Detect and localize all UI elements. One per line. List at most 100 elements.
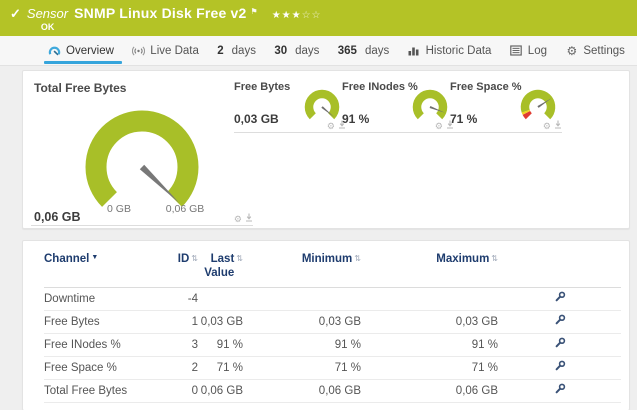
channel-gear-icon[interactable]: ⚙ (542, 121, 551, 131)
edit-channel-icon[interactable] (554, 360, 566, 375)
tab-365-days-number: 365 (337, 44, 357, 57)
gauge-value: 0,03 GB (234, 112, 279, 126)
table-row-free-space: Free Space % 2 71 % 71 % 71 % (44, 357, 621, 380)
channel-id: 2 (191, 361, 198, 374)
column-header-id[interactable]: ID ⇅ (177, 253, 198, 265)
sensor-kind-label: Sensor (26, 6, 69, 21)
tab-overview-label: Overview (66, 44, 114, 57)
channel-id: 0 (191, 384, 198, 397)
sensor-title: SNMP Linux Disk Free v2 (74, 5, 247, 21)
edit-channel-icon[interactable] (554, 383, 566, 398)
channel-maximum: 0,06 GB (455, 384, 498, 397)
sort-icon: ⇅ (236, 254, 243, 263)
column-header-minimum[interactable]: Minimum ⇅ (301, 253, 361, 265)
channel-gear-icon[interactable]: ⚙ (434, 121, 443, 131)
channel-name: Total Free Bytes (44, 384, 128, 397)
channel-last-value: 71 % (216, 361, 243, 374)
table-row-free-inodes: Free INodes % 3 91 % 91 % 91 % (44, 334, 621, 357)
channel-name: Free INodes % (44, 338, 121, 351)
pin-icon[interactable] (338, 120, 346, 131)
sort-icon: ⇅ (191, 254, 198, 263)
gauge-value: 91 % (342, 112, 370, 126)
free-bytes-gauge (304, 89, 340, 120)
gauge-value: 71 % (450, 112, 478, 126)
gauge-title: Free INodes % (342, 81, 418, 93)
edit-channel-icon[interactable] (554, 291, 566, 306)
total-free-bytes-gauge (85, 110, 199, 207)
channel-maximum: 91 % (471, 338, 498, 351)
gear-icon: ⚙ (566, 43, 578, 58)
sort-icon: ⇅ (491, 254, 498, 263)
tab-365-days[interactable]: 365 days (336, 36, 391, 65)
sensor-status-text: OK (40, 22, 55, 32)
channel-gear-icon[interactable]: ⚙ (233, 214, 242, 224)
gauge-icon (48, 45, 61, 57)
channel-name: Free Space % (44, 361, 117, 374)
gauge-footer: ⚙ (342, 119, 454, 133)
tab-live-data-label: Live Data (150, 44, 199, 57)
channel-last-value: 0,06 GB (200, 384, 243, 397)
tab-overview[interactable]: Overview (44, 36, 122, 65)
tab-historic-data[interactable]: Historic Data (406, 36, 494, 65)
tab-bar: Overview Live Data 2 days 30 days 365 da… (0, 36, 637, 66)
column-header-maximum[interactable]: Maximum ⇅ (436, 253, 498, 265)
gauge-title: Free Bytes (234, 81, 291, 93)
gauge-tile-free-bytes: Free Bytes 0,03 GB ⚙ (234, 79, 346, 133)
channel-table-panel: Channel ▼ ID ⇅ Last Value ⇅ Minimum ⇅ Ma… (22, 240, 630, 410)
channel-last-value: 0,03 GB (200, 315, 243, 328)
tab-30-days[interactable]: 30 days (272, 36, 321, 65)
bar-chart-icon (408, 45, 421, 57)
gauge-max-label: 0,06 GB (165, 203, 205, 215)
status-check-icon: ✓ (10, 6, 21, 21)
gauge-tile-free-space: Free Space % 71 % ⚙ (450, 79, 562, 133)
gauge-tile-total-free-bytes: Total Free Bytes 0 GB 0,06 GB 0,06 GB ⚙ (29, 79, 255, 226)
tab-2-days-label: days (231, 44, 256, 57)
channel-last-value: 91 % (216, 338, 243, 351)
stars-filled: ★★★ (271, 10, 302, 21)
free-space-gauge (520, 89, 556, 120)
tab-log[interactable]: Log (508, 36, 549, 65)
channel-id: -4 (187, 292, 198, 305)
column-header-channel[interactable]: Channel ▼ (44, 253, 99, 265)
channel-name: Free Bytes (44, 315, 100, 328)
channel-id: 3 (191, 338, 198, 351)
tab-30-days-number: 30 (274, 44, 288, 57)
sort-caret-icon: ▼ (91, 254, 99, 261)
table-row-total-free-bytes: Total Free Bytes 0 0,06 GB 0,06 GB 0,06 … (44, 380, 621, 403)
gauges-panel: Total Free Bytes 0 GB 0,06 GB 0,06 GB ⚙ … (22, 70, 630, 229)
channel-minimum: 0,06 GB (318, 384, 361, 397)
gauge-title: Total Free Bytes (34, 81, 127, 95)
channel-minimum: 0,03 GB (318, 315, 361, 328)
stars-empty: ☆☆ (301, 10, 322, 21)
table-row-free-bytes: Free Bytes 1 0,03 GB 0,03 GB 0,03 GB (44, 311, 621, 334)
channel-gear-icon[interactable]: ⚙ (326, 121, 335, 131)
log-icon (510, 45, 523, 57)
pin-icon[interactable] (446, 120, 454, 131)
gauge-footer: ⚙ (31, 212, 253, 226)
tab-2-days-number: 2 (217, 44, 224, 57)
sensor-status-header: ✓ Sensor SNMP Linux Disk Free v2 ⚑ ★★★☆☆… (0, 0, 637, 36)
edit-channel-icon[interactable] (554, 337, 566, 352)
gauge-footer: ⚙ (450, 119, 562, 133)
channel-maximum: 71 % (471, 361, 498, 374)
tab-30-days-label: days (295, 44, 320, 57)
tab-2-days[interactable]: 2 days (215, 36, 258, 65)
tab-settings[interactable]: ⚙ Settings (563, 36, 627, 65)
pin-icon[interactable] (245, 213, 253, 224)
tab-365-days-label: days (364, 44, 390, 57)
tab-historic-data-label: Historic Data (425, 44, 492, 57)
gauge-value: 0,06 GB (34, 210, 81, 224)
edit-channel-icon[interactable] (554, 314, 566, 329)
pin-icon[interactable] (554, 120, 562, 131)
tab-live-data[interactable]: Live Data (130, 36, 201, 65)
priority-stars[interactable]: ★★★☆☆ (272, 10, 322, 21)
gauge-footer: ⚙ (234, 119, 346, 133)
sensor-title-block: Sensor SNMP Linux Disk Free v2 ⚑ ★★★☆☆ O… (27, 5, 322, 32)
column-header-last-value[interactable]: Last Value ⇅ (204, 253, 243, 279)
sort-icon: ⇅ (354, 254, 361, 263)
flag-icon: ⚑ (250, 7, 258, 16)
channel-id: 1 (191, 315, 198, 328)
gauge-needle (139, 164, 180, 204)
channel-minimum: 91 % (334, 338, 361, 351)
tab-log-label: Log (527, 44, 547, 57)
